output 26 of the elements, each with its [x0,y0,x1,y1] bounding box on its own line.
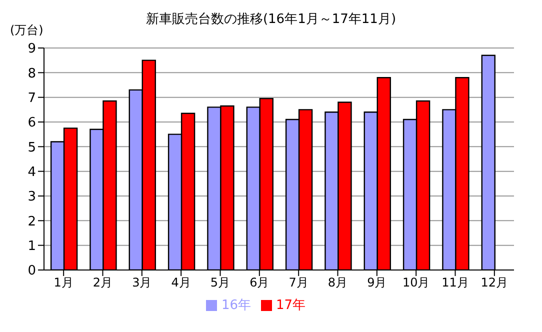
x-tick-label: 6月 [250,276,270,290]
y-tick-label: 3 [28,190,36,205]
x-tick-label: 12月 [480,276,508,290]
y-tick-label: 2 [28,214,36,230]
x-tick-label: 10月 [402,276,430,290]
y-axis-title: (万台) [10,22,44,39]
y-tick-label: 4 [28,164,36,180]
x-tick-label: 8月 [328,276,348,290]
y-tick-label: 9 [28,42,36,57]
y-tick-label: 6 [28,116,36,131]
y-tick-label: 8 [28,66,36,82]
x-tick-label: 11月 [442,276,469,290]
chart-title: 新車販売台数の推移(16年1月～17年11月) [146,12,396,27]
legend-label: 16年 [221,298,251,313]
x-tick-label: 3月 [132,276,152,290]
y-tick-label: 5 [28,140,36,156]
x-tick-label: 9月 [367,276,387,290]
legend-label: 17年 [276,298,306,313]
x-tick-label: 4月 [171,276,191,290]
y-tick-label: 1 [28,238,36,254]
x-tick-label: 7月 [288,276,308,290]
y-tick-label: 7 [28,90,36,106]
x-tick-label: 2月 [92,276,113,290]
y-tick-label: 0 [28,264,36,279]
x-tick-label: 5月 [210,276,230,290]
x-tick-label: 1月 [54,276,74,290]
